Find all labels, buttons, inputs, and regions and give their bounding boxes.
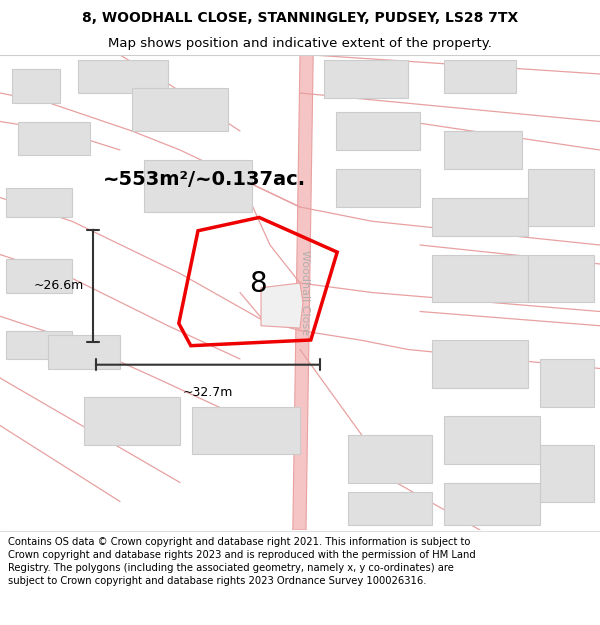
Polygon shape [192,406,300,454]
Polygon shape [432,254,528,302]
Text: Contains OS data © Crown copyright and database right 2021. This information is : Contains OS data © Crown copyright and d… [8,537,476,586]
Polygon shape [6,331,72,359]
Polygon shape [540,444,594,501]
Polygon shape [132,88,228,131]
Polygon shape [528,254,594,302]
Polygon shape [293,55,313,530]
Text: ~26.6m: ~26.6m [34,279,84,292]
Text: Map shows position and indicative extent of the property.: Map shows position and indicative extent… [108,38,492,51]
Polygon shape [528,169,594,226]
Polygon shape [432,198,528,236]
Polygon shape [336,169,420,207]
Polygon shape [6,188,72,216]
Polygon shape [48,335,120,369]
Text: 8: 8 [249,271,267,298]
Polygon shape [444,60,516,93]
Polygon shape [261,283,303,328]
Polygon shape [78,60,168,93]
Polygon shape [336,112,420,150]
Polygon shape [12,69,60,102]
Polygon shape [324,60,408,98]
Polygon shape [444,482,540,525]
Polygon shape [348,435,432,482]
Text: ~32.7m: ~32.7m [183,386,233,399]
Text: Woodhall Close: Woodhall Close [300,250,310,335]
Polygon shape [84,397,180,444]
Polygon shape [540,359,594,406]
Polygon shape [348,492,432,525]
Polygon shape [444,131,522,169]
Polygon shape [444,416,540,464]
Polygon shape [144,159,252,212]
Text: 8, WOODHALL CLOSE, STANNINGLEY, PUDSEY, LS28 7TX: 8, WOODHALL CLOSE, STANNINGLEY, PUDSEY, … [82,11,518,25]
Polygon shape [18,121,90,155]
Polygon shape [6,259,72,292]
Polygon shape [432,340,528,388]
Text: ~553m²/~0.137ac.: ~553m²/~0.137ac. [103,170,305,189]
